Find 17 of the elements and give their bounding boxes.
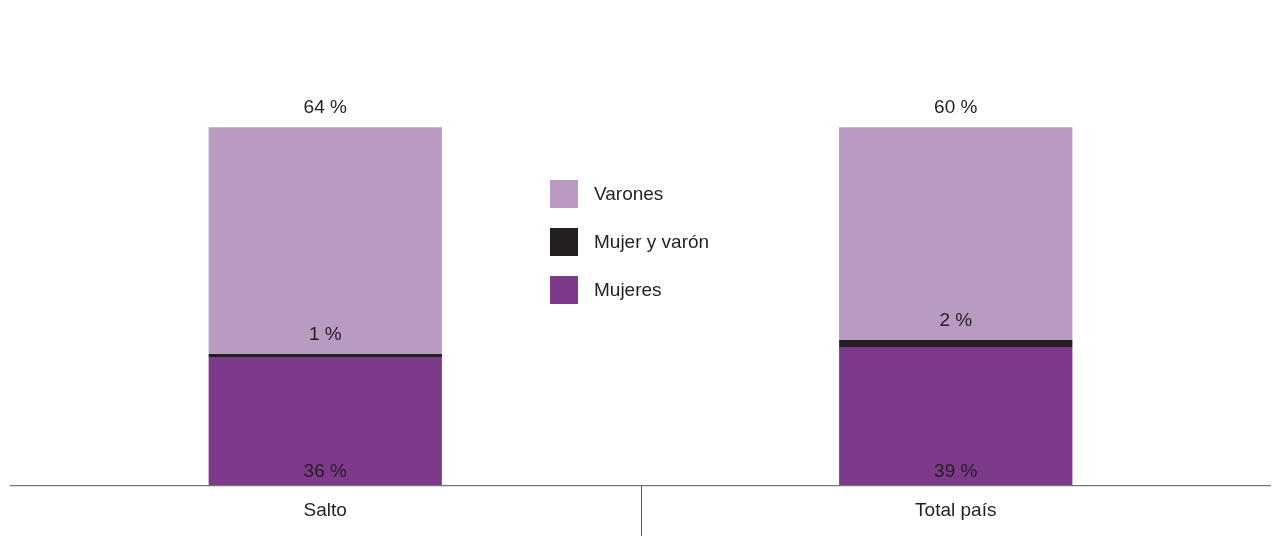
- bar: [839, 347, 1073, 486]
- legend-label: Mujer y varón: [594, 231, 710, 253]
- x-tick-label: Salto: [303, 498, 347, 520]
- legend-label: Mujeres: [594, 279, 662, 301]
- bar: [208, 357, 442, 486]
- data-label: 36 %: [303, 459, 348, 481]
- x-tick-label: Total país: [915, 498, 997, 520]
- data-label: 64 %: [303, 96, 348, 118]
- bar: [208, 354, 442, 358]
- bar: [839, 339, 1073, 348]
- bar: [208, 127, 442, 355]
- data-label: 2 %: [939, 308, 973, 330]
- data-label: 1 %: [308, 322, 342, 344]
- data-label: 39 %: [934, 459, 978, 481]
- bar: [839, 127, 1073, 340]
- legend-label: Varones: [594, 183, 664, 205]
- data-label: 60 %: [934, 96, 978, 118]
